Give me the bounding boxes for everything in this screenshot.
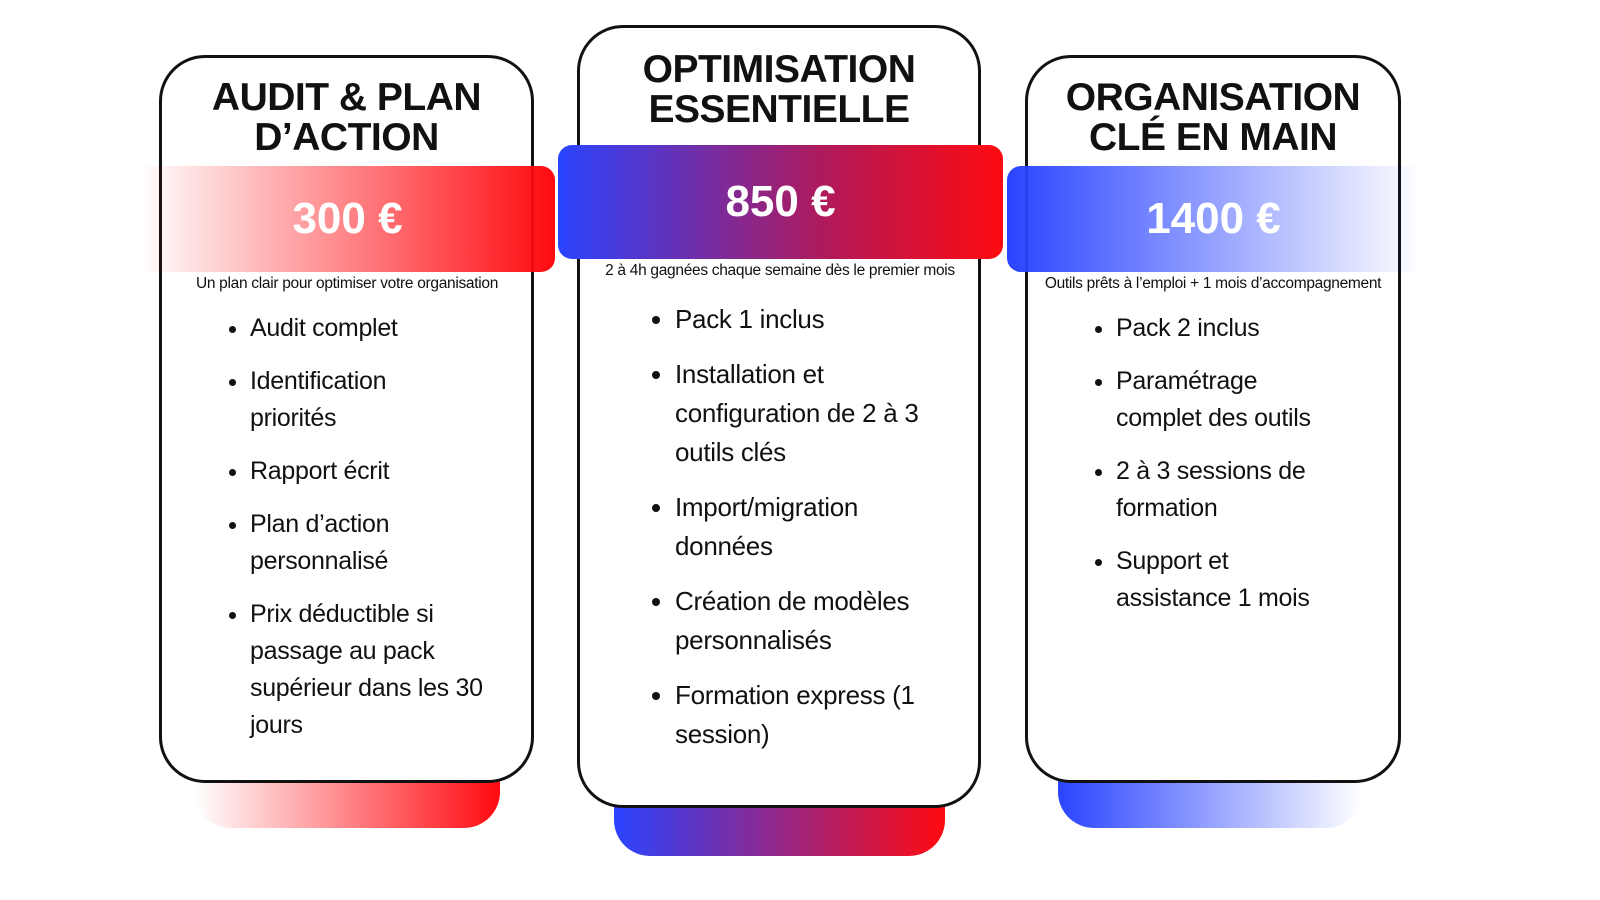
feature-list: Audit complet Identification priorités R… (228, 310, 540, 760)
card-subtitle: 2 à 4h gagnées chaque semaine dès le pre… (605, 262, 955, 279)
feature-item: Paramétrage complet des outils (1116, 363, 1346, 437)
feature-item: 2 à 3 sessions de formation (1116, 453, 1326, 527)
feature-item: Création de modèles personnalisés (675, 582, 975, 660)
card-subtitle: Outils prêts à l’emploi + 1 mois d’accom… (1044, 275, 1382, 292)
price: 1400 € (1146, 194, 1281, 243)
feature-list: Pack 2 inclus Paramétrage complet des ou… (1094, 310, 1406, 633)
feature-item: Identification priorités (250, 363, 450, 437)
feature-item: Import/migration données (675, 488, 905, 566)
feature-item: Prix déductible si passage au pack supér… (250, 596, 500, 744)
price-band: 1400 € (1007, 166, 1420, 272)
feature-list: Pack 1 inclus Installation et configurat… (653, 300, 975, 770)
card-title: ORGANISATION CLÉ EN MAIN (1065, 76, 1361, 159)
feature-item: Formation express (1 session) (675, 676, 940, 754)
price: 300 € (292, 194, 403, 243)
feature-item: Plan d’action personnalisé (250, 506, 450, 580)
feature-item: Rapport écrit (250, 453, 540, 490)
card-title: OPTIMISATION ESSENTIELLE (642, 48, 916, 131)
price-band: 850 € (558, 145, 1003, 259)
feature-item: Pack 1 inclus (675, 300, 975, 339)
feature-item: Installation et configuration de 2 à 3 o… (675, 355, 935, 472)
feature-item: Support et assistance 1 mois (1116, 543, 1336, 617)
card-subtitle: Un plan clair pour optimiser votre organ… (195, 275, 499, 292)
price: 850 € (725, 177, 836, 226)
card-title: AUDIT & PLAN D’ACTION (211, 76, 482, 159)
feature-item: Pack 2 inclus (1116, 310, 1406, 347)
price-band: 300 € (140, 166, 555, 272)
feature-item: Audit complet (250, 310, 540, 347)
